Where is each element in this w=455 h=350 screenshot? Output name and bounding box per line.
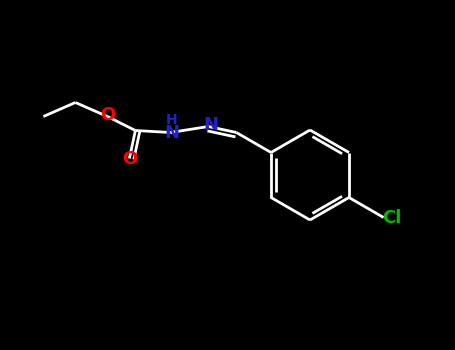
Text: H: H [166,112,177,126]
Text: N: N [164,124,179,141]
Text: O: O [122,149,137,168]
Text: O: O [100,106,115,125]
Text: N: N [203,117,218,134]
Text: Cl: Cl [382,209,401,226]
